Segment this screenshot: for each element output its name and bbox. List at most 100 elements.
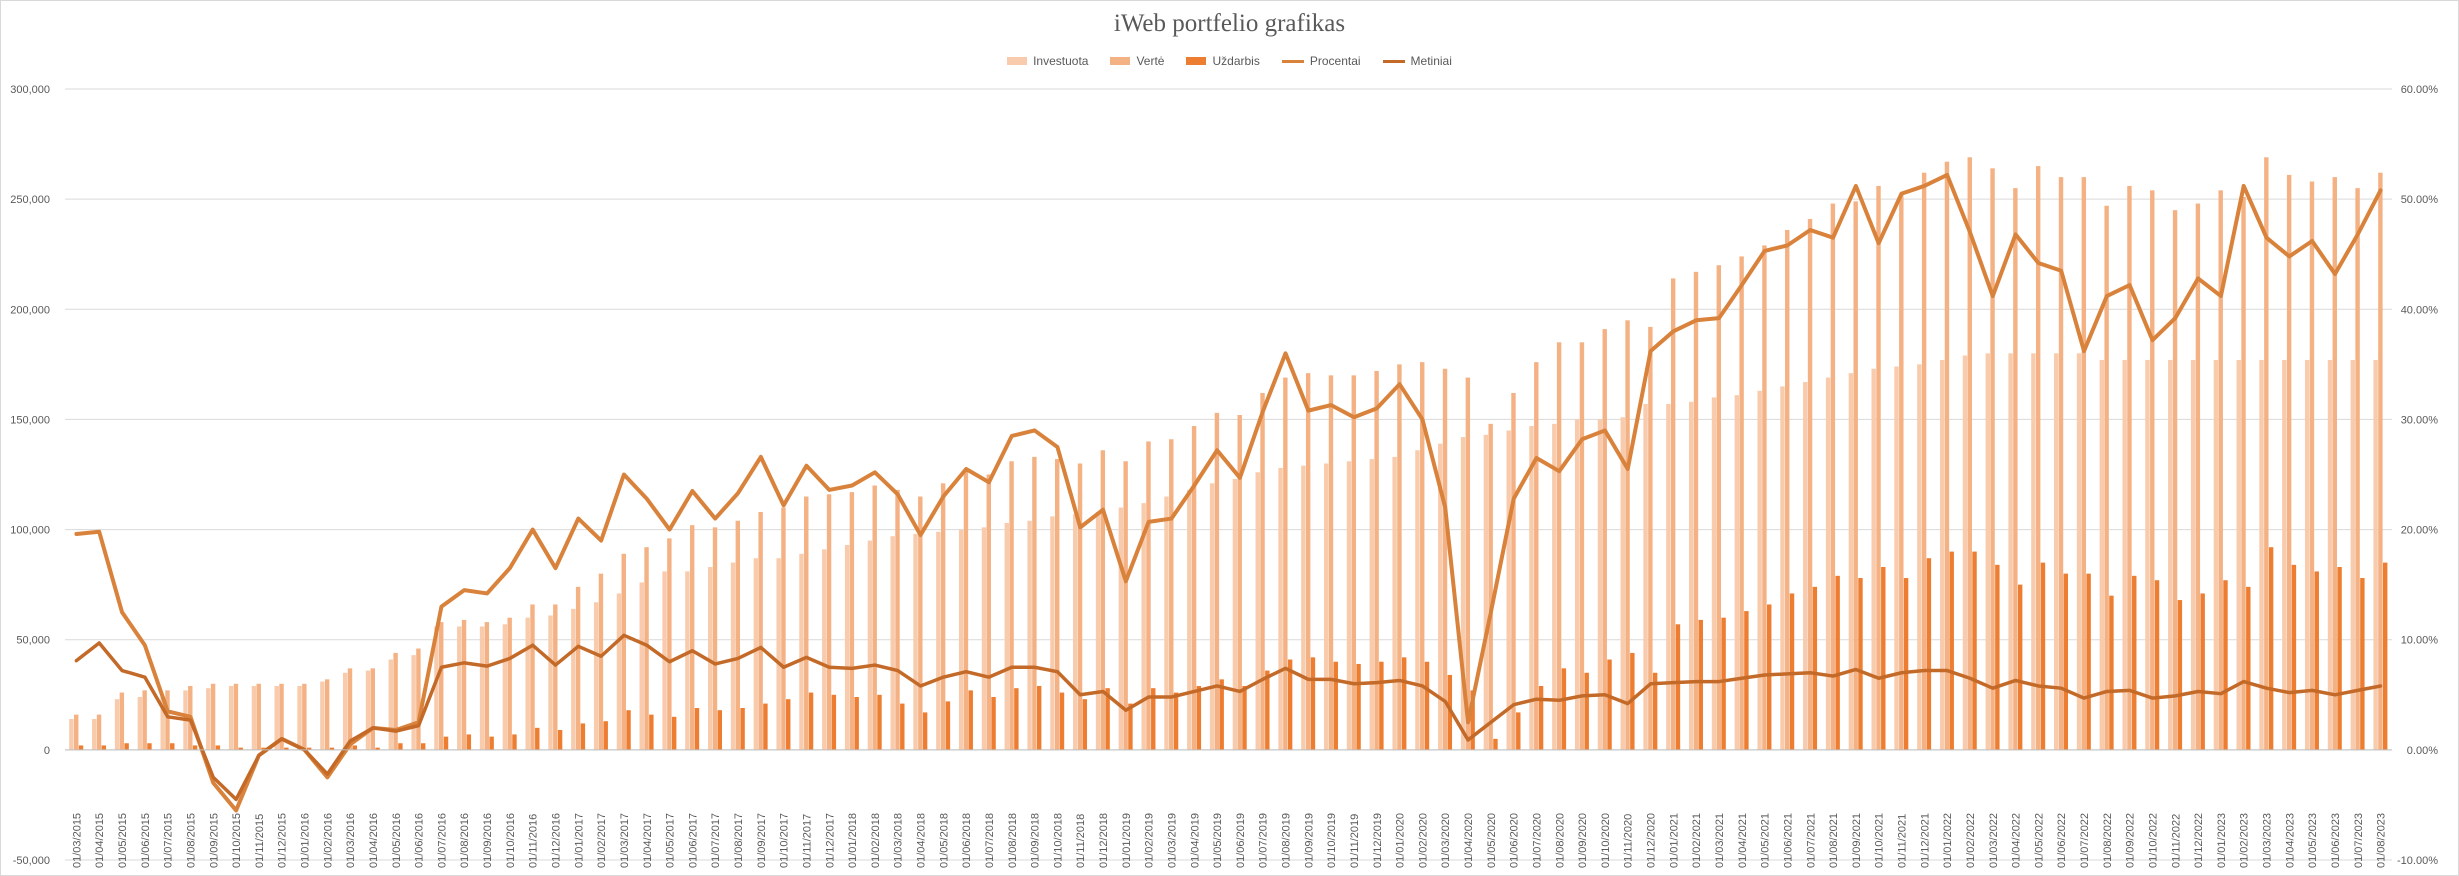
x-tick-label: 01/03/2020 bbox=[1440, 813, 1452, 868]
x-tick-label: 01/02/2020 bbox=[1417, 813, 1429, 868]
bar-uzdarbis bbox=[1995, 564, 2000, 750]
x-tick-label: 01/11/2022 bbox=[2170, 814, 2182, 868]
x-tick-label: 01/08/2019 bbox=[1281, 813, 1293, 868]
x-tick-label: 01/09/2018 bbox=[1030, 813, 1042, 868]
bar-investuota bbox=[981, 527, 987, 750]
legend-swatch-investuota bbox=[1007, 57, 1028, 65]
bar-verte bbox=[2241, 196, 2246, 750]
bar-verte bbox=[439, 622, 444, 750]
bar-uzdarbis bbox=[124, 743, 129, 750]
bar-uzdarbis bbox=[557, 730, 563, 750]
bar-uzdarbis bbox=[192, 745, 198, 750]
x-tick-label: 01/04/2021 bbox=[1737, 813, 1749, 868]
bar-verte bbox=[416, 648, 421, 750]
x-tick-label: 01/08/2018 bbox=[1007, 813, 1019, 868]
bar-verte bbox=[2355, 188, 2360, 750]
bar-investuota bbox=[297, 685, 302, 750]
legend-swatch-procentai bbox=[1281, 59, 1304, 63]
x-tick-label: 01/06/2018 bbox=[961, 813, 973, 868]
bar-investuota bbox=[479, 626, 485, 750]
bar-investuota bbox=[1209, 483, 1215, 750]
legend-label-procentai: Procentai bbox=[1309, 54, 1361, 68]
bar-uzdarbis bbox=[215, 745, 221, 750]
legend-label-investuota: Investuota bbox=[1033, 54, 1089, 68]
legend-label-uzdarbis: Uždarbis bbox=[1212, 54, 1260, 68]
bar-investuota bbox=[1597, 419, 1603, 750]
x-tick-label: 01/02/2023 bbox=[2239, 813, 2251, 868]
x-tick-label: 01/03/2015 bbox=[71, 813, 83, 868]
x-tick-label: 01/10/2016 bbox=[505, 813, 517, 868]
x-tick-label: 01/08/2022 bbox=[2102, 813, 2114, 868]
bar-verte bbox=[621, 553, 626, 750]
bar-investuota bbox=[1711, 397, 1717, 750]
bar-verte bbox=[1716, 265, 1722, 750]
bar-investuota bbox=[730, 562, 736, 750]
bar-uzdarbis bbox=[375, 747, 380, 750]
bar-uzdarbis bbox=[2017, 584, 2023, 750]
bar-investuota bbox=[1666, 404, 1671, 750]
x-tick-label: 01/07/2016 bbox=[436, 813, 448, 868]
bar-uzdarbis bbox=[489, 736, 494, 750]
bar-investuota bbox=[1460, 437, 1466, 750]
bar-verte bbox=[1100, 450, 1106, 750]
y-left-tick-label: 150,000 bbox=[10, 414, 50, 426]
bar-investuota bbox=[1574, 419, 1580, 750]
bar-verte bbox=[872, 485, 877, 750]
x-tick-label: 01/04/2017 bbox=[642, 813, 654, 868]
x-tick-label: 01/10/2017 bbox=[779, 813, 791, 868]
bar-investuota bbox=[616, 593, 622, 750]
bar-uzdarbis bbox=[1652, 672, 1658, 750]
bar-investuota bbox=[2327, 359, 2333, 750]
x-tick-label: 01/01/2018 bbox=[847, 813, 859, 868]
bar-verte bbox=[279, 683, 284, 750]
bar-investuota bbox=[639, 582, 644, 750]
legend-item-verte: Vertė bbox=[1110, 54, 1164, 68]
bar-verte bbox=[758, 511, 763, 750]
bar-investuota bbox=[457, 626, 462, 750]
bar-uzdarbis bbox=[466, 734, 472, 750]
legend-item-investuota: Investuota bbox=[1007, 54, 1088, 68]
x-tick-label: 01/07/2015 bbox=[163, 813, 175, 868]
bar-uzdarbis bbox=[626, 710, 631, 750]
x-tick-label: 01/06/2021 bbox=[1782, 813, 1794, 868]
bar-investuota bbox=[1483, 434, 1489, 750]
bar-investuota bbox=[936, 531, 941, 750]
x-tick-label: 01/03/2018 bbox=[893, 813, 905, 868]
bar-verte bbox=[233, 683, 239, 750]
bar-investuota bbox=[1164, 496, 1169, 750]
x-tick-label: 01/04/2022 bbox=[2011, 813, 2023, 868]
bar-verte bbox=[963, 470, 969, 750]
bar-investuota bbox=[1643, 404, 1648, 750]
x-tick-label: 01/08/2015 bbox=[185, 813, 197, 868]
bar-uzdarbis bbox=[1858, 578, 1863, 750]
bar-uzdarbis bbox=[1128, 703, 1133, 750]
bar-investuota bbox=[342, 672, 348, 750]
bar-verte bbox=[1785, 229, 1790, 750]
axes: -50,000 0 50,000 100,000 150,000 200,000 250,0… bbox=[10, 84, 2438, 868]
bar-verte bbox=[1967, 157, 1972, 750]
bar-uzdarbis bbox=[694, 708, 700, 750]
bar-uzdarbis bbox=[1516, 712, 1521, 750]
bar-verte bbox=[1055, 459, 1060, 750]
bar-verte bbox=[1191, 426, 1197, 750]
bar-uzdarbis bbox=[101, 745, 107, 750]
bar-investuota bbox=[1027, 520, 1032, 750]
bar-uzdarbis bbox=[1014, 688, 1019, 750]
bar-uzdarbis bbox=[854, 696, 859, 750]
bar-uzdarbis bbox=[808, 692, 814, 750]
bar-investuota bbox=[2122, 359, 2127, 750]
bar-investuota bbox=[548, 615, 553, 750]
x-tick-label: 01/11/2019 bbox=[1349, 814, 1361, 868]
bar-verte bbox=[689, 525, 695, 750]
bar-verte bbox=[2035, 166, 2041, 750]
bar-verte bbox=[2195, 203, 2201, 750]
bar-uzdarbis bbox=[1744, 611, 1749, 750]
x-tick-label: 01/12/2016 bbox=[551, 813, 563, 868]
y-left-tick-label: 200,000 bbox=[10, 304, 50, 316]
bar-uzdarbis bbox=[1675, 624, 1681, 750]
x-tick-label: 01/03/2019 bbox=[1166, 813, 1178, 868]
bar-uzdarbis bbox=[1584, 672, 1589, 750]
x-tick-label: 01/05/2022 bbox=[2033, 813, 2045, 868]
bar-uzdarbis bbox=[306, 747, 312, 750]
